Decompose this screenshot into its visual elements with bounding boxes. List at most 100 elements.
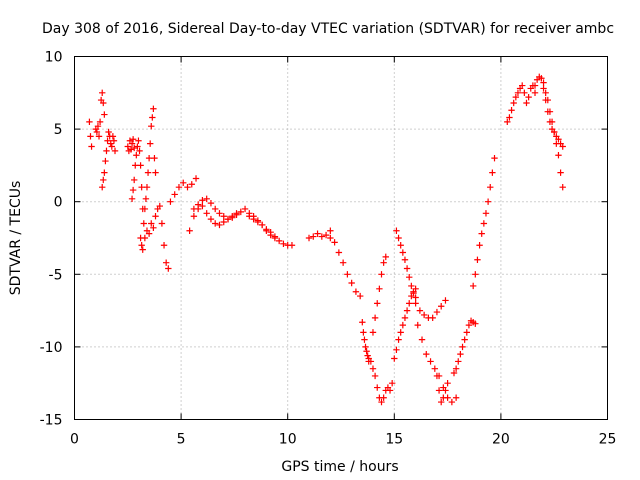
series-pass-r: [369, 253, 389, 336]
series-pass-ab: [540, 85, 566, 150]
data-point: [450, 369, 458, 377]
data-point: [559, 143, 566, 150]
data-point: [143, 183, 151, 191]
data-point: [380, 259, 387, 266]
data-point: [382, 253, 389, 261]
data-point: [310, 233, 317, 240]
x-axis-label: GPS time / hours: [281, 459, 398, 475]
data-point: [129, 186, 137, 194]
data-point: [374, 384, 381, 391]
data-point: [348, 279, 355, 287]
data-point: [241, 205, 249, 213]
data-point: [220, 213, 227, 220]
data-point: [459, 343, 466, 351]
y-tick-label: 5: [54, 122, 63, 138]
series-pass-n: [305, 230, 334, 242]
data-point: [133, 152, 140, 159]
data-point: [137, 234, 144, 242]
data-point: [93, 128, 101, 136]
data-point: [395, 336, 402, 343]
data-point: [192, 175, 200, 182]
data-point: [559, 183, 566, 191]
data-point: [542, 96, 549, 104]
data-point: [130, 144, 138, 152]
series-pass-u: [412, 297, 449, 322]
data-point: [124, 143, 131, 150]
data-point: [207, 199, 215, 207]
data-point: [414, 321, 421, 329]
data-point: [423, 350, 430, 358]
data-point: [148, 220, 155, 227]
data-point: [275, 237, 283, 245]
data-point: [376, 285, 383, 293]
data-point: [469, 282, 477, 290]
data-point: [476, 242, 483, 249]
data-point: [380, 394, 387, 401]
data-point: [427, 358, 434, 365]
x-tick-label: 5: [177, 432, 186, 448]
data-point: [94, 122, 102, 130]
data-point: [410, 289, 417, 297]
series-pass-z: [504, 82, 539, 126]
data-point: [110, 137, 118, 144]
data-point: [487, 183, 494, 191]
data-point: [412, 285, 419, 293]
series-pass-b: [92, 89, 108, 140]
data-point: [237, 208, 244, 216]
series-pass-p: [359, 319, 372, 362]
data-point: [538, 75, 545, 82]
data-point: [271, 233, 279, 240]
data-point: [258, 221, 266, 229]
data-point: [525, 93, 532, 101]
data-points: [86, 73, 566, 406]
data-point: [152, 169, 159, 176]
data-point: [149, 114, 156, 121]
data-point: [418, 336, 426, 343]
data-point: [542, 89, 549, 96]
y-tick-label: -10: [40, 340, 63, 356]
data-point: [107, 140, 114, 147]
data-point: [369, 365, 377, 372]
data-point: [465, 321, 473, 329]
data-point: [203, 210, 210, 217]
data-point: [162, 259, 170, 266]
x-tick-label: 20: [492, 432, 510, 448]
series-pass-o: [327, 227, 364, 300]
data-point: [438, 303, 445, 310]
x-tick-label: 0: [70, 432, 79, 448]
data-point: [506, 114, 513, 121]
data-point: [186, 227, 193, 234]
data-point: [318, 233, 326, 240]
data-point: [412, 300, 419, 307]
data-point: [521, 89, 528, 96]
data-point: [254, 218, 262, 226]
y-tick-label: -15: [40, 413, 63, 429]
y-tick-label: -5: [49, 267, 63, 283]
data-point: [212, 220, 219, 227]
data-point: [374, 300, 381, 307]
data-point: [403, 307, 411, 314]
data-point: [280, 240, 287, 248]
data-point: [130, 176, 138, 184]
data-point: [142, 195, 150, 202]
data-point: [146, 140, 154, 147]
data-point: [455, 358, 462, 365]
data-point: [444, 380, 451, 387]
data-point: [546, 118, 554, 126]
data-point: [433, 308, 441, 316]
data-point: [136, 147, 143, 155]
data-point: [203, 195, 210, 202]
data-point: [220, 218, 227, 226]
data-point: [531, 82, 539, 89]
data-point: [128, 140, 136, 147]
data-point: [152, 213, 159, 220]
data-point: [523, 99, 530, 107]
data-point: [135, 137, 142, 144]
data-point: [327, 227, 334, 234]
data-point: [489, 169, 496, 176]
data-point: [401, 256, 409, 263]
data-point: [229, 214, 236, 221]
data-point: [551, 128, 558, 136]
data-point: [129, 136, 137, 143]
